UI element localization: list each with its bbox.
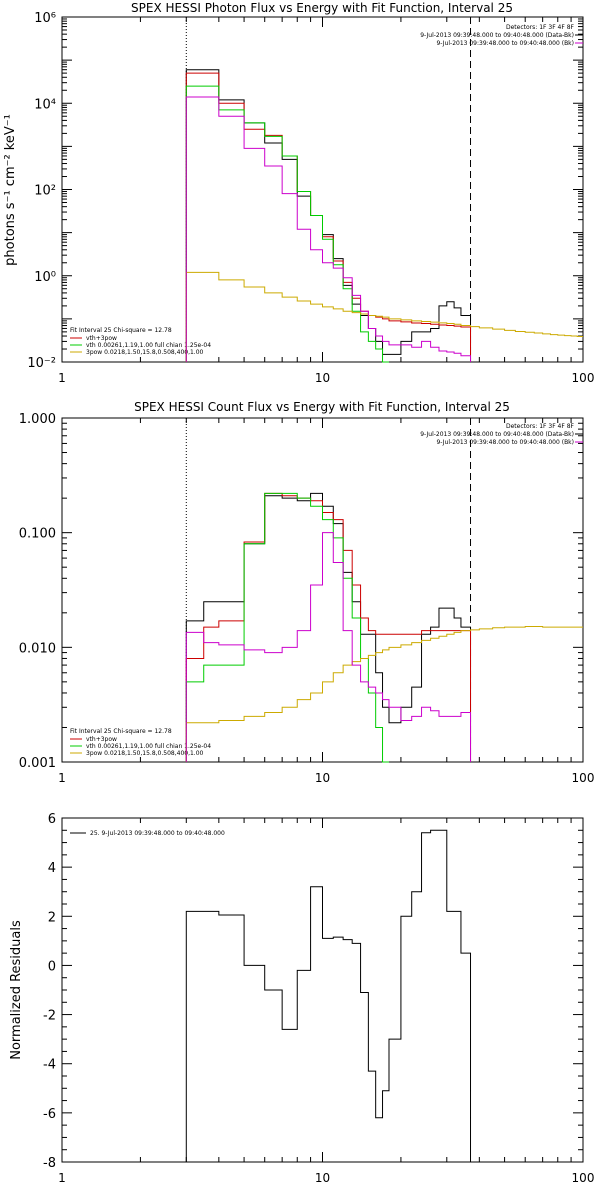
x-tick-label: 1	[58, 371, 66, 385]
y-tick-label: 10⁰	[34, 270, 56, 285]
y-tick-label: 0.010	[19, 641, 56, 656]
y-tick-label: 0	[48, 959, 56, 974]
series-line	[185, 829, 472, 1162]
legend-entry: vth 0.00261,1.19,1.00 full chian 1.25e-0…	[86, 743, 211, 750]
legend-entry: 9-Jul-2013 09:39:48.000 to 09:40:48.000 …	[436, 40, 574, 47]
y-tick-label: -8	[43, 1156, 56, 1171]
y-tick-label: -4	[43, 1058, 56, 1073]
y-tick-label: 0.001	[19, 756, 56, 771]
x-tick-label: 10	[315, 1171, 330, 1185]
y-tick-label: 2	[48, 910, 56, 925]
legend-entry: 25. 9-Jul-2013 09:39:48.000 to 09:40:48.…	[90, 830, 225, 837]
legend-entry: 9-Jul-2013 09:39:48.000 to 09:40:48.000 …	[420, 32, 574, 39]
plot-frame	[61, 16, 584, 363]
x-tick-label: 1	[58, 771, 66, 785]
legend-entry: vth+3pow	[86, 736, 117, 743]
y-tick-label: 6	[48, 812, 56, 827]
legend-header: Detectors: 1F 3F 4F 8F	[506, 423, 575, 430]
series-line	[185, 532, 472, 762]
x-tick-label: 100	[572, 371, 595, 385]
legend-header: Fit Interval 25 Chi-square = 12.78	[70, 327, 172, 334]
y-axis-label: Normalized Residuals	[9, 920, 24, 1060]
x-tick-label: 100	[572, 1171, 595, 1185]
y-tick-label: -6	[43, 1107, 56, 1122]
series-line	[185, 69, 472, 362]
y-tick-label: -2	[43, 1009, 56, 1024]
chart-title: SPEX HESSI Count Flux vs Energy with Fit…	[134, 400, 510, 414]
series-line	[185, 271, 583, 362]
y-tick-label: 4	[48, 861, 56, 876]
legend-entry: vth+3pow	[86, 335, 117, 342]
series-line	[185, 492, 389, 763]
series-line	[185, 625, 583, 762]
legend-entry: 3pow 0.0218,1.50,15.8,0.508,400,1.00	[86, 750, 204, 757]
series-line	[185, 85, 389, 363]
photon-flux-chart: SPEX HESSI Photon Flux vs Energy with Fi…	[3, 1, 594, 385]
plot-frame	[61, 817, 584, 1163]
y-tick-label: 0.100	[19, 527, 56, 542]
legend-entry: 9-Jul-2013 09:39:48.000 to 09:40:48.000 …	[420, 431, 574, 438]
legend-header: Detectors: 1F 3F 4F 8F	[506, 24, 575, 31]
y-tick-label: 10⁻²	[27, 356, 56, 371]
y-axis-label: photons s⁻¹ cm⁻² keV⁻¹	[3, 114, 18, 266]
residuals-chart: Normalized Residuals 25. 9-Jul-2013 09:3…	[9, 812, 594, 1185]
x-tick-label: 10	[315, 371, 330, 385]
count-flux-chart: SPEX HESSI Count Flux vs Energy with Fit…	[19, 400, 595, 785]
series-line	[185, 96, 472, 362]
legend-entry: 3pow 0.0218,1.50,15.8,0.508,400,1.00	[86, 349, 204, 356]
legend-entry: 9-Jul-2013 09:39:48.000 to 09:40:48.000 …	[436, 439, 574, 446]
legend-entry: vth 0.00261,1.19,1.00 full chian 1.25e-0…	[86, 342, 211, 349]
y-tick-label: 10⁴	[34, 97, 56, 112]
x-tick-label: 1	[58, 1171, 66, 1185]
chart-title: SPEX HESSI Photon Flux vs Energy with Fi…	[131, 1, 513, 15]
series-line	[185, 492, 472, 762]
y-tick-label: 1.000	[19, 412, 56, 427]
x-tick-label: 10	[315, 771, 330, 785]
series-line	[185, 492, 472, 762]
legend-header: Fit Interval 25 Chi-square = 12.78	[70, 728, 172, 735]
y-tick-label: 10²	[34, 184, 56, 199]
plot-frame	[61, 417, 584, 763]
y-tick-label: 10⁶	[34, 11, 56, 26]
x-tick-label: 100	[572, 771, 595, 785]
